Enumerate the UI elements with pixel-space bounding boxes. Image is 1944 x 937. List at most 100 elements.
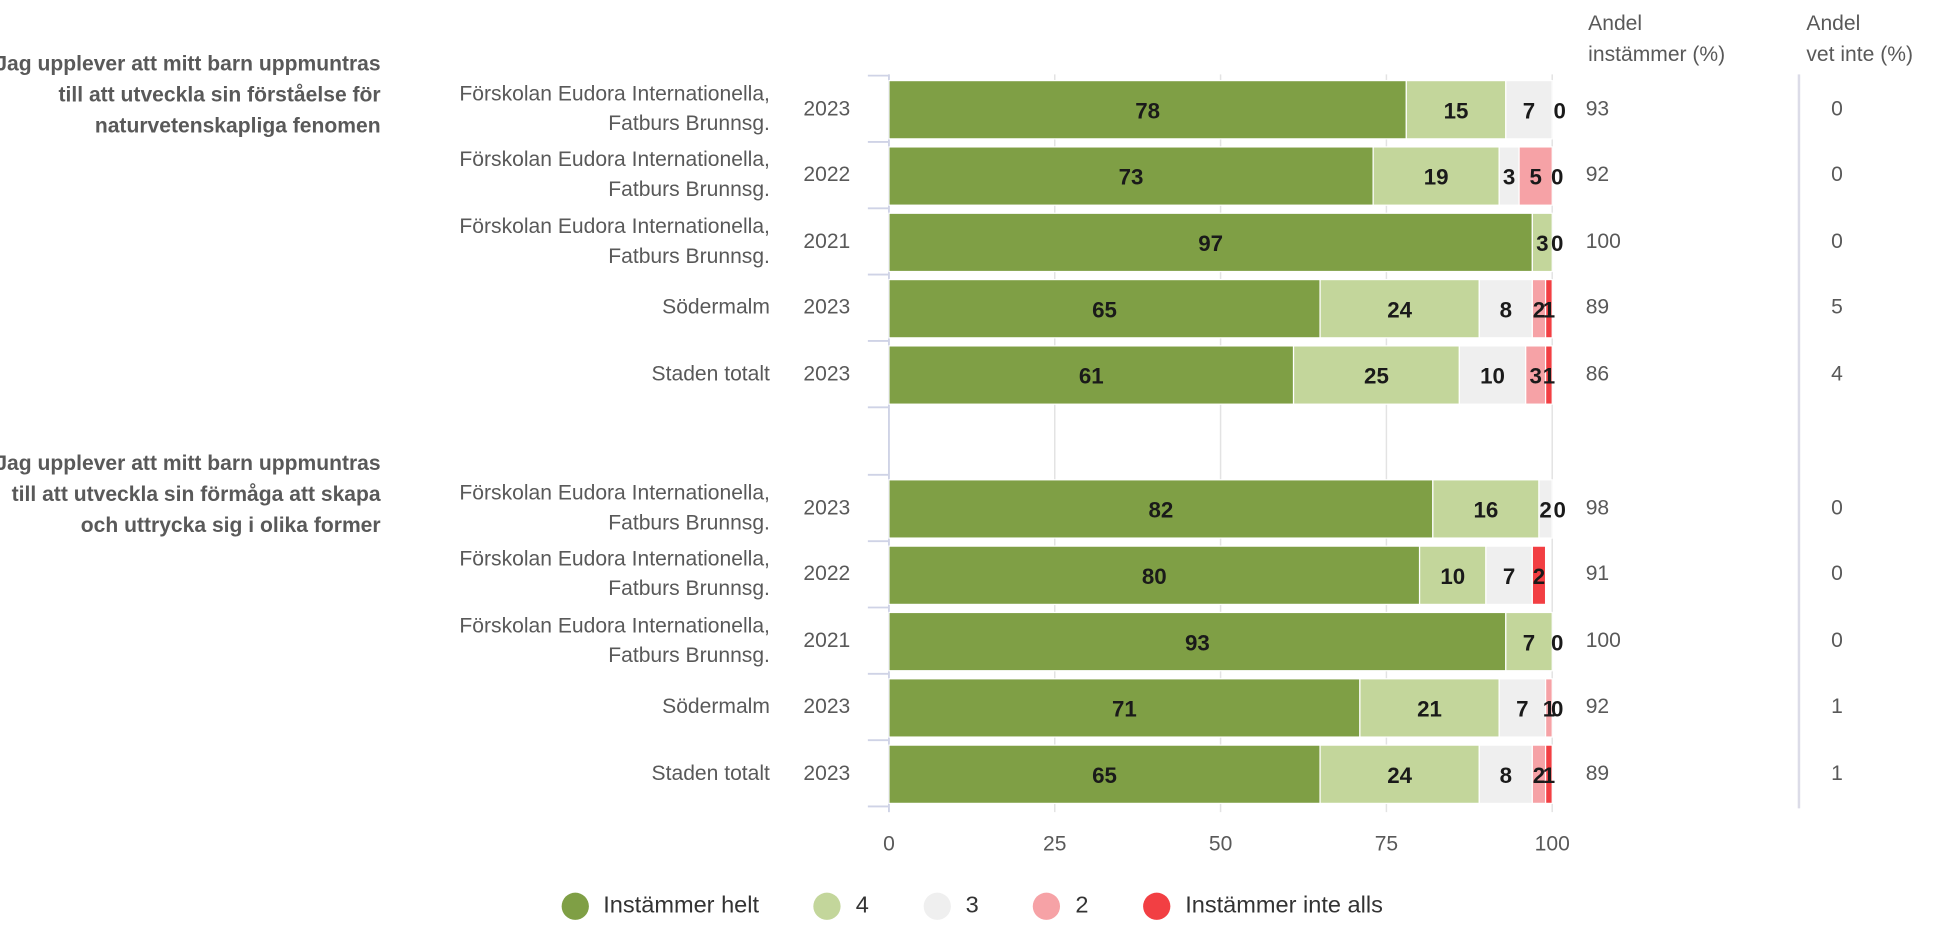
bar-segment xyxy=(1538,479,1553,539)
bar-segment xyxy=(1319,278,1480,339)
andel-instammer-value: 93 xyxy=(1585,96,1610,120)
data-label: 7 xyxy=(1523,630,1535,655)
legend-item: 2 xyxy=(1033,892,1089,920)
legend-label: Instämmer inte alls xyxy=(1185,892,1383,919)
andel-vet-inte-value: 0 xyxy=(1831,162,1843,186)
data-label: 7 xyxy=(1503,564,1515,589)
andel-vet-inte-value: 0 xyxy=(1831,561,1843,586)
data-label: 0 xyxy=(1551,231,1563,256)
row-year: 2021 xyxy=(803,228,851,253)
andel-vet-inte-value: 1 xyxy=(1831,760,1843,785)
bar-segment xyxy=(1531,545,1547,606)
bar-segment xyxy=(888,678,1361,738)
bar-segment xyxy=(1418,545,1487,606)
column-header-line: Andel xyxy=(1588,11,1643,35)
data-label: 80 xyxy=(1142,564,1167,589)
column-header-line: Andel xyxy=(1806,11,1861,35)
bar-segment xyxy=(888,79,1407,140)
chart-legend: Instämmer helt 4 3 2 Instämmer inte alls xyxy=(0,892,1944,920)
data-label: 1 xyxy=(1543,697,1555,722)
legend-item: Instämmer helt xyxy=(561,892,760,920)
data-label: 0 xyxy=(1553,98,1565,123)
data-label: 0 xyxy=(1553,498,1565,523)
row-unit-label: Förskolan Eudora Internationella, Fatburs… xyxy=(459,478,769,538)
bar-segment xyxy=(1544,278,1553,339)
andel-instammer-value: 98 xyxy=(1585,495,1610,519)
bar-segment xyxy=(888,146,1374,206)
data-label: 3 xyxy=(1536,231,1548,256)
row-year: 2023 xyxy=(803,495,851,519)
bar-segment xyxy=(888,744,1321,805)
data-label: 19 xyxy=(1424,165,1449,190)
legend-label: 3 xyxy=(965,892,979,919)
andel-vet-inte-value: 0 xyxy=(1831,495,1843,519)
column-header-line: vet inte (%) xyxy=(1806,42,1913,66)
x-tick-label: 75 xyxy=(1375,833,1398,856)
data-label: 8 xyxy=(1500,297,1512,322)
bar-segment xyxy=(1292,345,1460,405)
legend-swatch xyxy=(1143,892,1171,920)
row-unit-label-line: Förskolan Eudora Internationella, xyxy=(459,546,770,571)
row-unit-label: Förskolan Eudora Internationella, Fatburs… xyxy=(459,544,769,604)
row-unit-label-line: Förskolan Eudora Internationella, xyxy=(459,213,770,238)
data-label: 25 xyxy=(1364,364,1389,389)
bar-segment xyxy=(1544,744,1553,805)
column-header-andel-vet-inte: Andel vet inte (%) xyxy=(1806,7,1913,69)
row-year: 2023 xyxy=(803,760,851,785)
andel-instammer-value: 89 xyxy=(1585,295,1610,319)
row-unit-label: Förskolan Eudora Internationella, Fatburs… xyxy=(459,79,769,139)
legend-swatch xyxy=(923,892,951,920)
row-unit-label: Södermalm xyxy=(662,293,770,323)
row-unit-label-line: Fatburs Brunnsg. xyxy=(608,510,770,534)
row-year: 2023 xyxy=(803,96,851,120)
question-title: Jag upplever att mitt barn uppmuntras ti… xyxy=(0,52,381,138)
data-label: 71 xyxy=(1112,697,1137,722)
data-label: 16 xyxy=(1473,498,1498,523)
data-label: 0 xyxy=(1551,165,1563,190)
x-tick-label: 100 xyxy=(1535,833,1570,856)
row-unit-label: Förskolan Eudora Internationella, Fatburs… xyxy=(459,145,769,205)
row-unit-label-line: Södermalm xyxy=(662,694,770,718)
column-header-andel-instammer: Andel instämmer (%) xyxy=(1588,7,1725,69)
bar-segment xyxy=(1498,678,1547,738)
x-tick-label: 25 xyxy=(1043,833,1066,856)
legend-swatch xyxy=(813,892,841,920)
data-label: 65 xyxy=(1092,297,1117,322)
row-unit-label-line: Förskolan Eudora Internationella, xyxy=(459,613,770,637)
row-unit-label-line: Fatburs Brunnsg. xyxy=(608,243,770,268)
row-year: 2023 xyxy=(803,361,851,385)
data-label: 10 xyxy=(1480,364,1505,389)
bar-segment xyxy=(888,611,1507,672)
andel-instammer-value: 100 xyxy=(1585,627,1621,652)
legend-label: 4 xyxy=(855,892,869,919)
data-label: 1 xyxy=(1543,297,1555,322)
question-title: Jag upplever att mitt barn uppmuntras ti… xyxy=(0,451,381,537)
andel-vet-inte-value: 0 xyxy=(1831,627,1843,652)
bar-segment xyxy=(1485,545,1533,606)
legend-label: Instämmer helt xyxy=(603,892,760,919)
bar-segment xyxy=(1432,479,1540,539)
data-label: 65 xyxy=(1092,763,1117,788)
row-year: 2023 xyxy=(803,295,851,319)
data-label: 10 xyxy=(1440,564,1465,589)
row-unit-label: Staden totalt xyxy=(652,758,770,788)
x-tick-label: 0 xyxy=(883,833,895,856)
bar-segment xyxy=(1372,146,1500,206)
row-unit-label-line: Fatburs Brunnsg. xyxy=(608,642,770,667)
row-year: 2023 xyxy=(803,694,851,718)
andel-vet-inte-value: 0 xyxy=(1831,96,1843,120)
row-unit-label: Södermalm xyxy=(662,692,770,722)
data-label: 2 xyxy=(1533,564,1545,589)
x-tick-label: 50 xyxy=(1209,833,1232,856)
data-label: 15 xyxy=(1444,98,1469,123)
bar-segment xyxy=(1458,345,1527,405)
row-unit-label-line: Fatburs Brunnsg. xyxy=(608,110,770,135)
data-label: 2 xyxy=(1539,498,1551,523)
data-label: 3 xyxy=(1529,364,1541,389)
row-year: 2022 xyxy=(803,561,851,586)
legend-item: Instämmer inte alls xyxy=(1143,892,1383,920)
data-label: 0 xyxy=(1551,630,1563,655)
row-year: 2021 xyxy=(803,627,851,652)
